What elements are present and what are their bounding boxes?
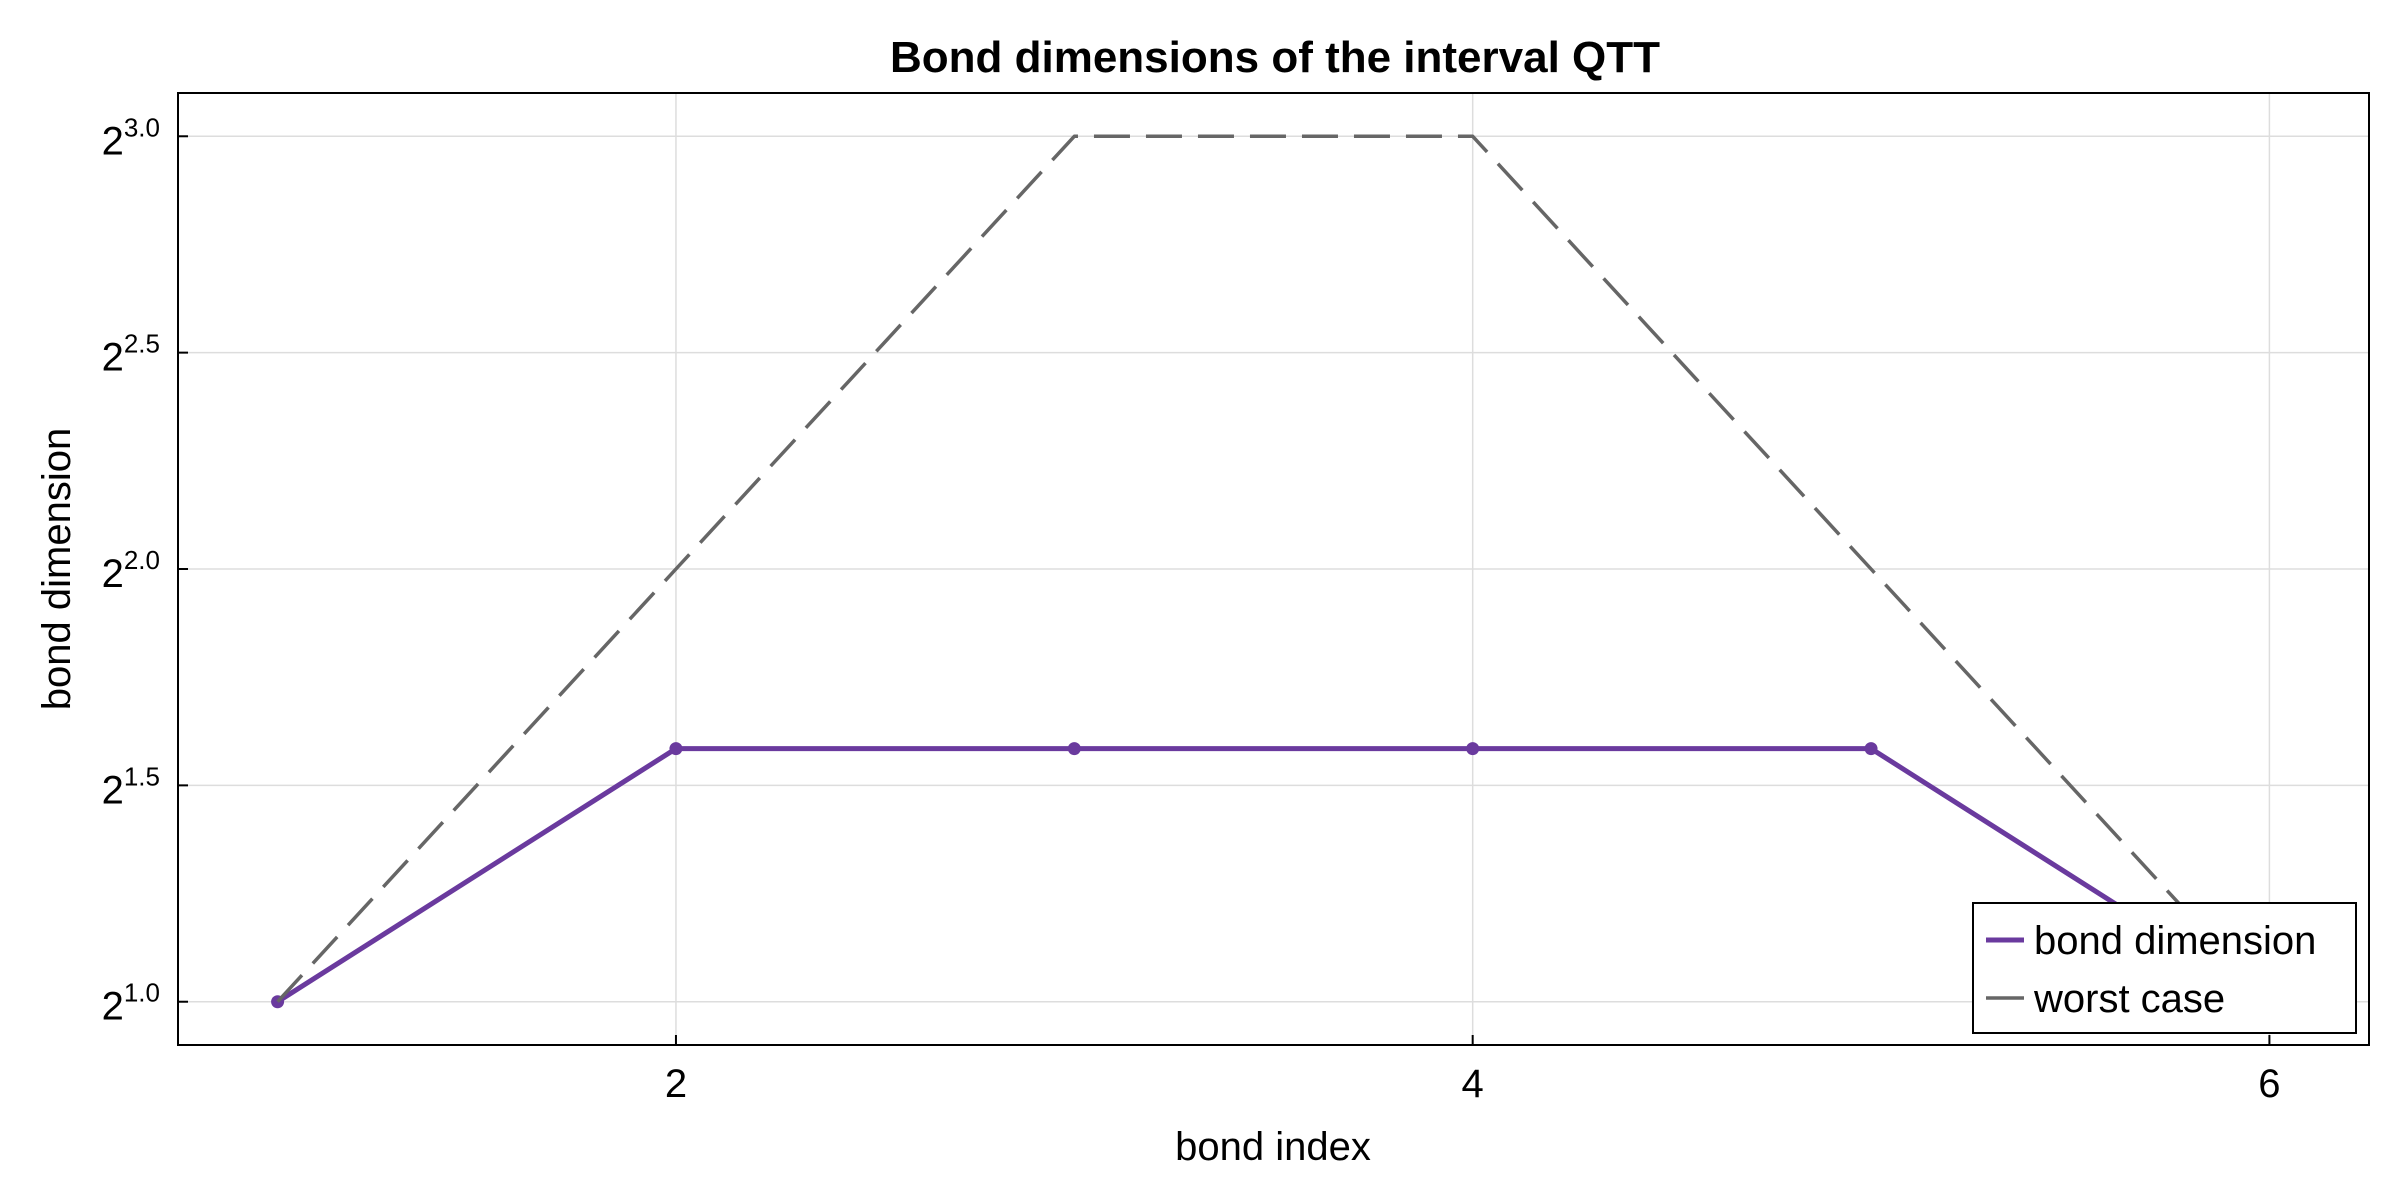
legend-box	[1972, 902, 2357, 1034]
series-line-worst-case	[276, 134, 2271, 1003]
chart-title: Bond dimensions of the interval QTT	[890, 33, 1660, 82]
y-tick-label: 22.0	[102, 545, 160, 596]
legend-label: worst case	[2033, 977, 2225, 1021]
legend-label: bond dimension	[2034, 919, 2316, 963]
x-tick-label: 4	[1462, 1062, 1484, 1106]
legend: bond dimension worst case	[1972, 902, 2357, 1034]
y-tick-label: 21.0	[102, 978, 160, 1029]
data-point	[669, 742, 683, 756]
x-axis-label: bond index	[1175, 1125, 1371, 1169]
y-tick-label: 21.5	[102, 761, 160, 812]
data-point	[1466, 742, 1480, 756]
data-point	[1864, 742, 1878, 756]
grid	[178, 93, 2369, 1045]
y-tick-label: 22.5	[102, 329, 160, 380]
series-layer	[271, 134, 2276, 1009]
data-point	[1067, 742, 1081, 756]
x-tick-label: 2	[665, 1062, 687, 1106]
x-tick-label: 6	[2258, 1062, 2280, 1106]
ticks: 2 4 6 21.0 21.5 22.0 22.5 23.0	[102, 112, 2281, 1106]
y-tick-label: 23.0	[102, 112, 160, 163]
series-line-bond-dimension	[276, 746, 2271, 1004]
y-axis-label: bond dimension	[35, 428, 79, 710]
